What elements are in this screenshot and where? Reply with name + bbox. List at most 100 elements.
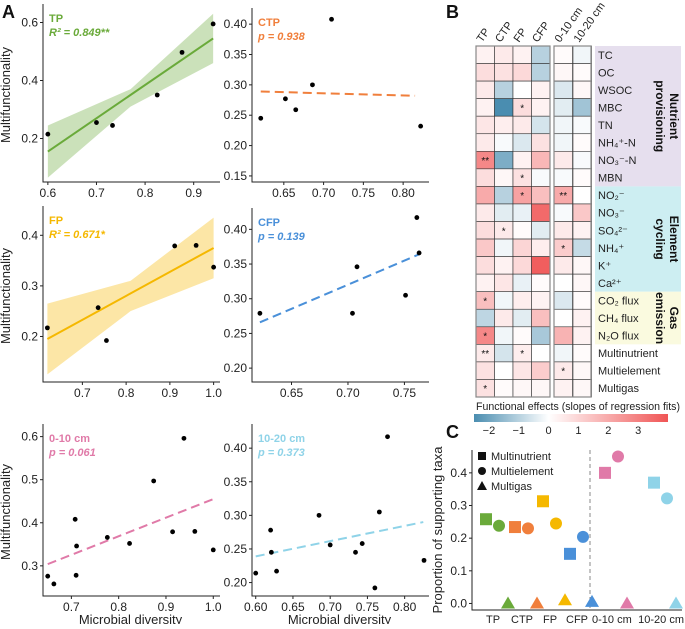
- heatmap-cell: [494, 115, 514, 135]
- row-label: WSOC: [598, 85, 632, 97]
- y-tick-label: 0.0: [450, 596, 467, 610]
- marker-multinutrient: [599, 466, 611, 479]
- x-tick-label: 1.0: [205, 386, 222, 400]
- heatmap-cell: [494, 203, 514, 222]
- heatmap-cell: [572, 45, 592, 64]
- row-label: NO₃⁻-N: [598, 155, 636, 167]
- series-label: 0-10 cm: [49, 433, 90, 445]
- heatmap-cell: [512, 115, 532, 135]
- marker-multinutrient: [509, 521, 521, 534]
- heatmap-cell: [512, 45, 532, 64]
- y-tick-label: 0.40: [224, 222, 248, 236]
- data-point: [257, 310, 263, 316]
- data-point: [104, 535, 110, 540]
- row-label: TC: [598, 50, 613, 62]
- group-label-line: cycling: [653, 218, 667, 259]
- panel-label-a: A: [2, 2, 15, 22]
- heatmap-cell: [494, 256, 514, 275]
- x-tick-label: TP: [486, 614, 500, 624]
- y-tick-label: 0.6: [21, 16, 38, 30]
- heatmap-cell: [531, 308, 551, 328]
- y-tick-label: 0.30: [224, 292, 248, 306]
- data-point: [44, 325, 50, 331]
- data-point: [274, 568, 279, 574]
- group-label-line: Gas: [667, 307, 681, 330]
- scatter-panel-FP: 0.7 0.8 0.9 1.0 0.2 0.3 0.4 FP R² = 0.671* Multif…: [0, 206, 222, 400]
- y-tick-label: 0.35: [224, 48, 248, 62]
- heatmap-cell: [572, 63, 592, 82]
- row-label: SO₄²⁻: [598, 225, 628, 237]
- series-label: CFP: [258, 217, 280, 229]
- heatmap-cell: [572, 80, 592, 99]
- heatmap-cell: [494, 186, 514, 205]
- colorbar: [474, 414, 668, 422]
- x-tick-label: 0.9: [185, 186, 202, 200]
- row-label: NH₄⁺-N: [598, 138, 636, 150]
- significance-star: *: [520, 191, 524, 202]
- x-tick-label: 0.60: [244, 600, 268, 614]
- heatmap-cell: [512, 151, 532, 170]
- data-point: [211, 264, 217, 270]
- series-label: TP: [49, 13, 63, 25]
- heatmap-cell: [531, 151, 551, 170]
- data-point: [385, 434, 390, 440]
- column-header: FP: [512, 26, 530, 44]
- y-axis-label: Multifunctionality: [0, 46, 13, 143]
- data-point: [154, 92, 160, 98]
- heatmap-cell: [531, 186, 551, 205]
- heatmap-cell: [531, 115, 551, 135]
- heatmap-cell: [572, 308, 592, 328]
- heatmap-cell: [572, 256, 592, 275]
- x-tick-label: 0.65: [272, 186, 296, 200]
- data-point: [151, 478, 157, 484]
- data-point: [268, 549, 274, 555]
- x-tick-label: 0.7: [88, 186, 105, 200]
- heatmap-cell: [512, 273, 532, 292]
- heatmap-cell: [494, 168, 514, 187]
- heatmap-cell: [494, 45, 514, 64]
- heatmap-cell: [494, 308, 514, 328]
- x-tick-label: 0.70: [336, 386, 360, 400]
- fit-line: [260, 90, 416, 97]
- x-tick-label: 0.9: [158, 600, 175, 614]
- row-label: Multielement: [598, 366, 660, 378]
- heatmap-cell: [553, 98, 573, 117]
- data-point: [170, 529, 175, 535]
- heatmap-cell: [553, 379, 573, 398]
- heatmap-cell: [475, 80, 495, 99]
- significance-star: *: [502, 226, 506, 237]
- heatmap-cell: [494, 273, 514, 292]
- x-tick-label: 0.75: [393, 386, 417, 400]
- marker-multinutrient: [480, 513, 492, 526]
- heatmap-cell: [475, 168, 495, 187]
- scatter-panel-CFP: 0.65 0.70 0.75 0.20 0.25 0.30 0.35 0.40 CFP p = 0…: [224, 208, 429, 400]
- marker-multinutrient: [564, 547, 576, 560]
- column-header: CFP: [530, 20, 552, 45]
- significance-star: *: [520, 103, 524, 114]
- data-point: [179, 49, 185, 55]
- data-point: [258, 115, 264, 121]
- data-point: [403, 292, 408, 298]
- heatmap-cell: [572, 238, 592, 257]
- heatmap-cell: [475, 273, 495, 292]
- heatmap-cell: [512, 221, 532, 240]
- y-tick-label: 0.30: [224, 78, 248, 92]
- data-point: [421, 557, 427, 563]
- x-tick-label: 0.70: [312, 186, 336, 200]
- x-tick-label: 0.65: [281, 600, 305, 614]
- fit-line: [46, 247, 215, 340]
- heatmap-cell: [494, 291, 514, 310]
- x-axis-label: Microbial diversity: [79, 612, 183, 624]
- y-tick-label: 0.4: [450, 466, 467, 480]
- heatmap-cell: [531, 133, 551, 152]
- marker-multigas: [501, 596, 515, 609]
- x-tick-label: 0.6: [40, 186, 57, 200]
- heatmap-cell: [475, 63, 495, 82]
- colorbar-tick: 1: [575, 425, 581, 437]
- axes: [471, 450, 682, 611]
- heatmap-cell: [531, 344, 551, 363]
- colorbar-label: Functional effects (slopes of regression…: [476, 401, 680, 413]
